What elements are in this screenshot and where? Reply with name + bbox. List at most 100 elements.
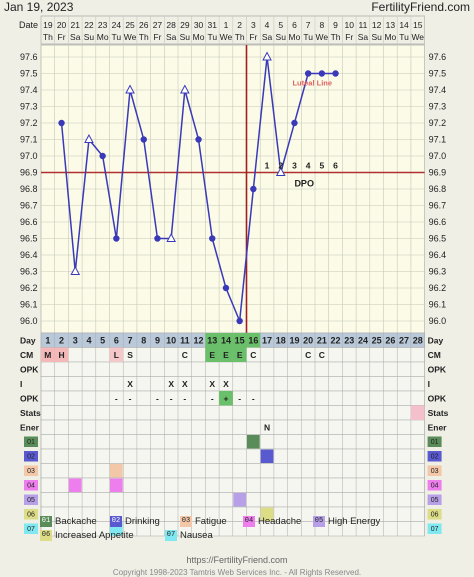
temp-point-open — [166, 232, 176, 242]
legend-nausea: 07 Nausea — [165, 530, 213, 541]
weekday-label: Su — [276, 32, 287, 42]
day-number: 11 — [180, 335, 190, 345]
opk-value: - — [183, 393, 186, 403]
row-label-left: Day — [20, 335, 36, 345]
cm-cell — [54, 347, 69, 362]
legend-label: Fatigue — [195, 516, 227, 527]
row-code-swatch-left — [24, 436, 38, 447]
dpo-number: 6 — [333, 161, 338, 171]
date-label: 27 — [153, 20, 163, 30]
row-label-left: OPK — [20, 364, 39, 374]
y-tick-label-left: 97.3 — [20, 102, 38, 112]
y-tick-label-left: 96.3 — [20, 267, 38, 277]
row-code-swatch-right — [427, 523, 442, 534]
y-tick-label-left: 96.8 — [20, 184, 38, 194]
temp-point-open — [70, 265, 81, 275]
date-label: 23 — [98, 20, 108, 30]
opk-positive-cell — [219, 391, 233, 406]
symptom-cell — [68, 478, 82, 492]
row-code-label-right: 03 — [431, 468, 439, 475]
dpo-label: DPO — [294, 179, 314, 189]
date-label: 29 — [180, 20, 190, 30]
day-number: 22 — [331, 335, 341, 345]
intercourse-mark: X — [223, 379, 229, 389]
legend-swatch: 01 — [40, 516, 52, 527]
row-label-right: OPK — [428, 393, 447, 403]
symptom-cell — [233, 493, 246, 507]
y-tick-label-left: 96.0 — [20, 316, 38, 326]
date-label: 5 — [278, 20, 283, 30]
row-label-right: OPK — [428, 364, 447, 374]
legend-label: Headache — [258, 516, 302, 527]
temp-point — [332, 70, 339, 77]
fertile-day-cell — [232, 333, 247, 348]
weekday-label: Su — [84, 32, 95, 42]
temp-point — [250, 185, 257, 193]
date-label: 28 — [166, 20, 176, 30]
legend-swatch: 05 — [313, 516, 325, 527]
cm-value: C — [182, 350, 188, 360]
row-code-label-left: 02 — [27, 453, 35, 460]
fertile-day-cell — [219, 333, 233, 348]
y-tick-label-left: 97.4 — [20, 85, 38, 95]
weekday-label: Sa — [358, 32, 369, 42]
legend-increased-appetite: 06 Increased Appetite — [40, 530, 134, 541]
legend-label: High Energy — [328, 516, 381, 527]
y-tick-label-right: 96.9 — [429, 168, 447, 178]
weekday-label: Su — [371, 32, 382, 42]
cm-value: M — [44, 350, 51, 360]
row-code-label-right: 04 — [431, 482, 439, 489]
row-code-swatch-right — [427, 509, 442, 520]
cm-value: C — [250, 350, 256, 360]
symptom-cell — [110, 478, 123, 492]
y-tick-label-left: 96.5 — [20, 234, 38, 244]
date-label: 13 — [386, 20, 396, 30]
y-tick-label-right: 97.5 — [429, 69, 447, 79]
symptom-cell — [247, 435, 260, 449]
row-label-left: Stats — [20, 408, 41, 418]
temp-point — [113, 235, 120, 242]
y-tick-label-left: 97.0 — [20, 151, 38, 161]
temp-point — [209, 235, 216, 242]
date-label: 19 — [43, 20, 53, 30]
y-tick-label-right: 96.0 — [429, 316, 447, 326]
row-label-right: Ener — [428, 422, 448, 432]
date-label: 7 — [306, 20, 311, 30]
date-label: 20 — [57, 20, 67, 30]
cm-cell — [219, 347, 233, 362]
date-label: 22 — [84, 20, 94, 30]
y-tick-label-left: 96.7 — [20, 201, 38, 211]
footer-url[interactable]: https://FertilityFriend.com — [186, 555, 288, 565]
row-code-swatch-left — [24, 480, 38, 491]
weekday-label: Fr — [249, 32, 257, 42]
row-code-label-right: 01 — [431, 439, 439, 446]
cm-value: E — [209, 350, 215, 360]
weekday-label: Th — [43, 32, 53, 42]
day-number: 23 — [344, 335, 354, 345]
day-number: 1 — [45, 335, 50, 345]
symptom-cell — [260, 507, 274, 521]
intercourse-mark: X — [127, 379, 133, 389]
stats-cell — [410, 405, 425, 420]
cm-cell — [205, 347, 220, 362]
brand-name: FertilityFriend.com — [371, 0, 470, 14]
opk-value: - — [156, 393, 159, 403]
legend-drinking: 02 Drinking — [110, 516, 160, 527]
temp-point-open — [275, 166, 286, 176]
weekday-label: We — [411, 32, 424, 42]
date-label: 15 — [413, 20, 423, 30]
opk-value: + — [223, 393, 228, 403]
day-number: 6 — [114, 335, 119, 345]
day-number: 16 — [248, 335, 258, 345]
intercourse-mark: X — [182, 379, 188, 389]
day-number: 7 — [128, 335, 133, 345]
date-label: 24 — [112, 20, 122, 30]
weekday-label: We — [316, 32, 329, 42]
y-tick-label-left: 97.2 — [20, 118, 38, 128]
y-tick-label-right: 97.6 — [429, 52, 447, 62]
legend-swatch: 07 — [165, 530, 177, 541]
row-code-swatch-left — [24, 465, 38, 476]
cm-value: C — [305, 350, 311, 360]
day-number: 4 — [86, 335, 91, 345]
